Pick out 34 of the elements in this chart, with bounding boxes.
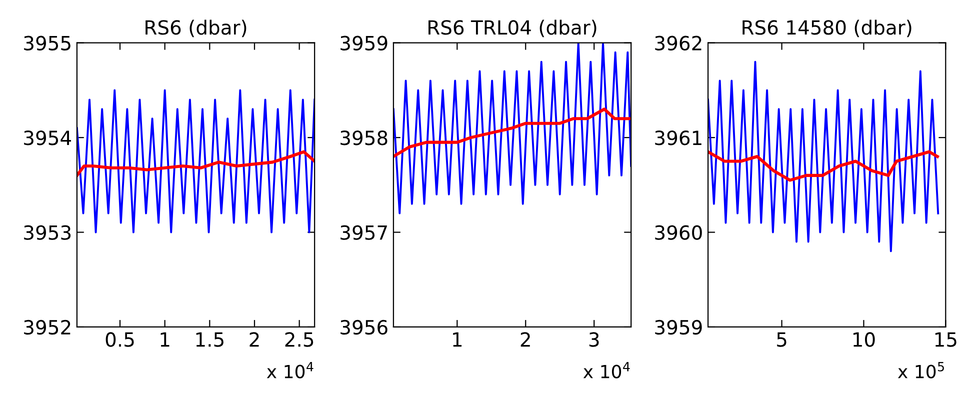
y-tick-label: 3960 bbox=[655, 225, 702, 240]
y-tick-label: 3959 bbox=[655, 320, 702, 335]
chart-title: RS6 (dbar) bbox=[146, 20, 246, 38]
chart-title: RS6 TRL04 (dbar) bbox=[428, 20, 596, 38]
y-tick-label: 3957 bbox=[340, 225, 387, 240]
y-tick-label: 3962 bbox=[655, 36, 702, 51]
y-tick-label: 3955 bbox=[24, 36, 70, 51]
x-tick-label: 1.5 bbox=[196, 332, 224, 347]
line-series bbox=[76, 150, 315, 177]
line-series bbox=[76, 89, 315, 234]
y-tick-label: 3954 bbox=[24, 130, 72, 146]
y-tick-label: 3952 bbox=[24, 320, 70, 335]
x-tick-label: 0.5 bbox=[106, 332, 134, 347]
line-series bbox=[708, 60, 940, 252]
line-series bbox=[708, 150, 939, 182]
x-tick-label: 15 bbox=[935, 332, 956, 347]
y-tick-label: 3956 bbox=[340, 320, 388, 335]
x-axis-title: x 10$^{5}$ bbox=[898, 362, 944, 378]
x-tick-label: 10 bbox=[853, 332, 875, 347]
y-tick-label: 3953 bbox=[24, 225, 71, 240]
x-axis-title: x 10$^{4}$ bbox=[583, 362, 630, 378]
x-tick-label: 5 bbox=[777, 332, 786, 347]
x-tick-label: 2 bbox=[250, 332, 259, 347]
x-axis-title: x 10$^{4}$ bbox=[266, 362, 314, 378]
x-tick-label: 2.5 bbox=[285, 332, 314, 347]
y-tick-label: 3959 bbox=[340, 36, 388, 51]
y-tick-label: 3961 bbox=[655, 130, 702, 146]
x-tick-label: 3 bbox=[589, 332, 599, 347]
x-tick-label: 2 bbox=[520, 332, 530, 347]
x-tick-label: 1 bbox=[453, 332, 462, 347]
line-series bbox=[393, 108, 632, 158]
chart-title: RS6 14580 (dbar) bbox=[742, 20, 912, 38]
y-tick-label: 3958 bbox=[340, 130, 388, 146]
x-tick-label: 1 bbox=[160, 332, 170, 347]
